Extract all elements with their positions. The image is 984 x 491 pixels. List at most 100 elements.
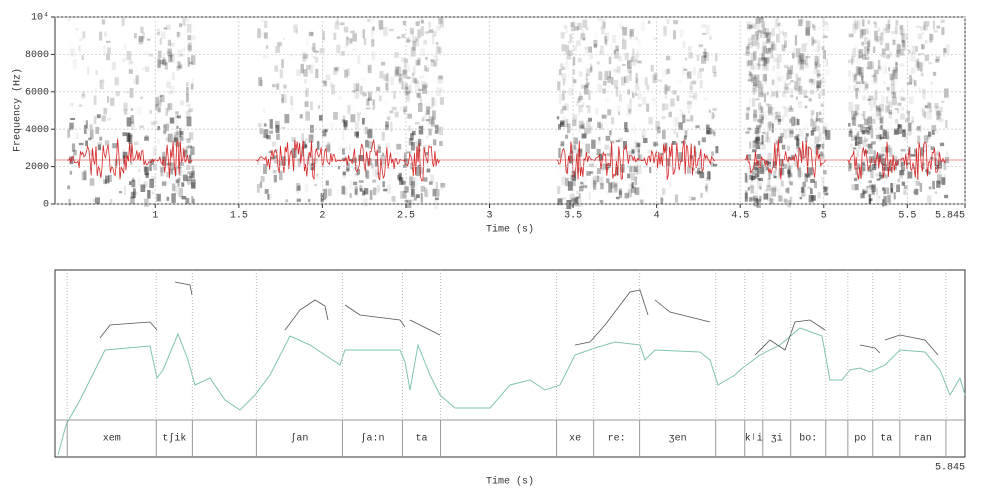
spectrogram-cell: [816, 69, 820, 79]
spectrogram-cell: [810, 178, 815, 183]
spectrogram-cell: [848, 70, 851, 78]
spectrogram-cell: [423, 153, 427, 163]
spectrogram-cell: [760, 162, 766, 173]
spectrogram-cell: [798, 146, 801, 157]
spectrogram-cell: [629, 98, 632, 105]
spectrogram-cell: [943, 88, 949, 98]
spectrogram-cell: [666, 85, 671, 91]
spectrogram-cell: [402, 165, 408, 168]
spectrogram-cell: [860, 113, 865, 117]
spectrogram-cell: [875, 187, 879, 196]
spectrogram-cell: [810, 110, 815, 115]
spectrogram-cell: [805, 28, 810, 35]
spectrogram-cell: [892, 96, 897, 106]
spectrogram-cell: [161, 181, 167, 186]
spectrogram-cell: [825, 186, 829, 191]
spectrogram-cell: [651, 98, 656, 102]
spectrogram-cell: [766, 56, 770, 63]
spectrogram-cell: [107, 174, 112, 183]
spectrogram-cell: [95, 126, 100, 134]
spectrogram-cell: [372, 99, 375, 106]
spectrogram-cell: [748, 197, 753, 202]
spectrogram-cell: [100, 78, 105, 84]
spectrogram-cell: [558, 165, 561, 173]
spectrogram-cell: [618, 56, 622, 62]
spectrogram-cell: [907, 171, 913, 179]
spectrogram-cell: [796, 133, 799, 142]
spectrogram-cell: [440, 181, 444, 191]
spectrogram-cell: [365, 170, 370, 179]
spectrogram-cell: [635, 77, 639, 87]
spectrogram-cell: [642, 199, 646, 207]
spectrogram-cell: [191, 78, 195, 85]
spectrogram-cell: [817, 27, 822, 31]
spectrogram-cell: [750, 185, 755, 194]
spectrogram-cell: [662, 87, 667, 92]
spectrogram-cell: [817, 33, 819, 40]
spectrogram-cell: [756, 63, 760, 66]
spectrogram-cell: [342, 137, 345, 141]
spectrogram-cell: [817, 56, 820, 65]
spectrogram-cell: [128, 134, 133, 145]
spectrogram-cell: [78, 104, 83, 107]
spectrogram-cell: [778, 136, 783, 144]
spectrogram-cell: [878, 108, 882, 117]
spectrogram-cell: [383, 188, 388, 192]
spectrogram-cell: [776, 61, 780, 69]
spectrogram-cell: [922, 44, 925, 50]
spectrogram-cell: [419, 95, 423, 105]
spectrogram-cell: [189, 41, 193, 44]
spectrogram-cell: [190, 55, 196, 65]
spectrogram-cell: [295, 29, 298, 35]
spectrogram-cell: [433, 199, 438, 210]
spectrogram-cell: [578, 71, 583, 77]
spectrogram-cell: [662, 69, 665, 77]
spectrogram-cell: [877, 27, 881, 32]
spectrogram-cell: [178, 161, 183, 168]
spectrogram-cell: [406, 38, 409, 43]
spectrogram-cell: [857, 124, 862, 128]
spectrogram-cell: [929, 33, 933, 43]
spectrogram-cell: [703, 96, 709, 100]
spectrogram-cell: [362, 92, 367, 97]
spectrogram-cell: [366, 98, 370, 106]
spectrogram-cell: [344, 147, 348, 150]
spectrogram-cell: [339, 22, 345, 26]
spectrogram-cell: [921, 108, 925, 117]
spectrogram-cell: [133, 188, 136, 199]
spectrogram-cell: [354, 131, 360, 137]
spectrogram-cell: [372, 187, 377, 196]
spectrogram-cell: [691, 197, 696, 201]
spectrogram-cell: [187, 34, 192, 41]
spectrogram-cell: [886, 43, 890, 51]
spectrogram-cell: [857, 142, 862, 150]
spectrogram-cell: [871, 112, 876, 121]
spectrogram-cell: [83, 124, 87, 134]
spectrogram-cell: [418, 17, 424, 24]
spectrogram-cell: [769, 198, 774, 205]
spectrogram-cell: [772, 113, 774, 119]
spectrogram-cell: [882, 163, 887, 171]
spectrogram-cell: [885, 131, 889, 140]
spectrogram-cell: [757, 178, 761, 181]
spectrogram-cell: [327, 142, 331, 151]
spectrogram-cell: [177, 61, 181, 69]
spectrogram-cell: [412, 177, 416, 187]
spectrogram-cell: [565, 164, 569, 173]
spectrogram-cell: [857, 174, 862, 179]
spectrogram-cell: [426, 102, 431, 107]
spectrogram-cell: [122, 132, 127, 137]
spectrogram-cell: [925, 105, 928, 109]
spectrogram-cell: [759, 165, 765, 175]
spectrogram-cell: [817, 192, 821, 199]
spectrogram-cell: [861, 76, 864, 84]
spectrogram-cell: [762, 63, 765, 67]
spectrogram-cell: [797, 167, 802, 177]
spectrogram-cell: [781, 144, 786, 150]
spectrogram-cell: [783, 198, 788, 203]
spectrogram-cell: [766, 130, 769, 140]
spectrogram-cell: [142, 67, 145, 71]
spectrogram-cell: [586, 171, 591, 176]
spectrogram-cell: [557, 186, 561, 194]
spectrogram-cell: [750, 74, 755, 84]
